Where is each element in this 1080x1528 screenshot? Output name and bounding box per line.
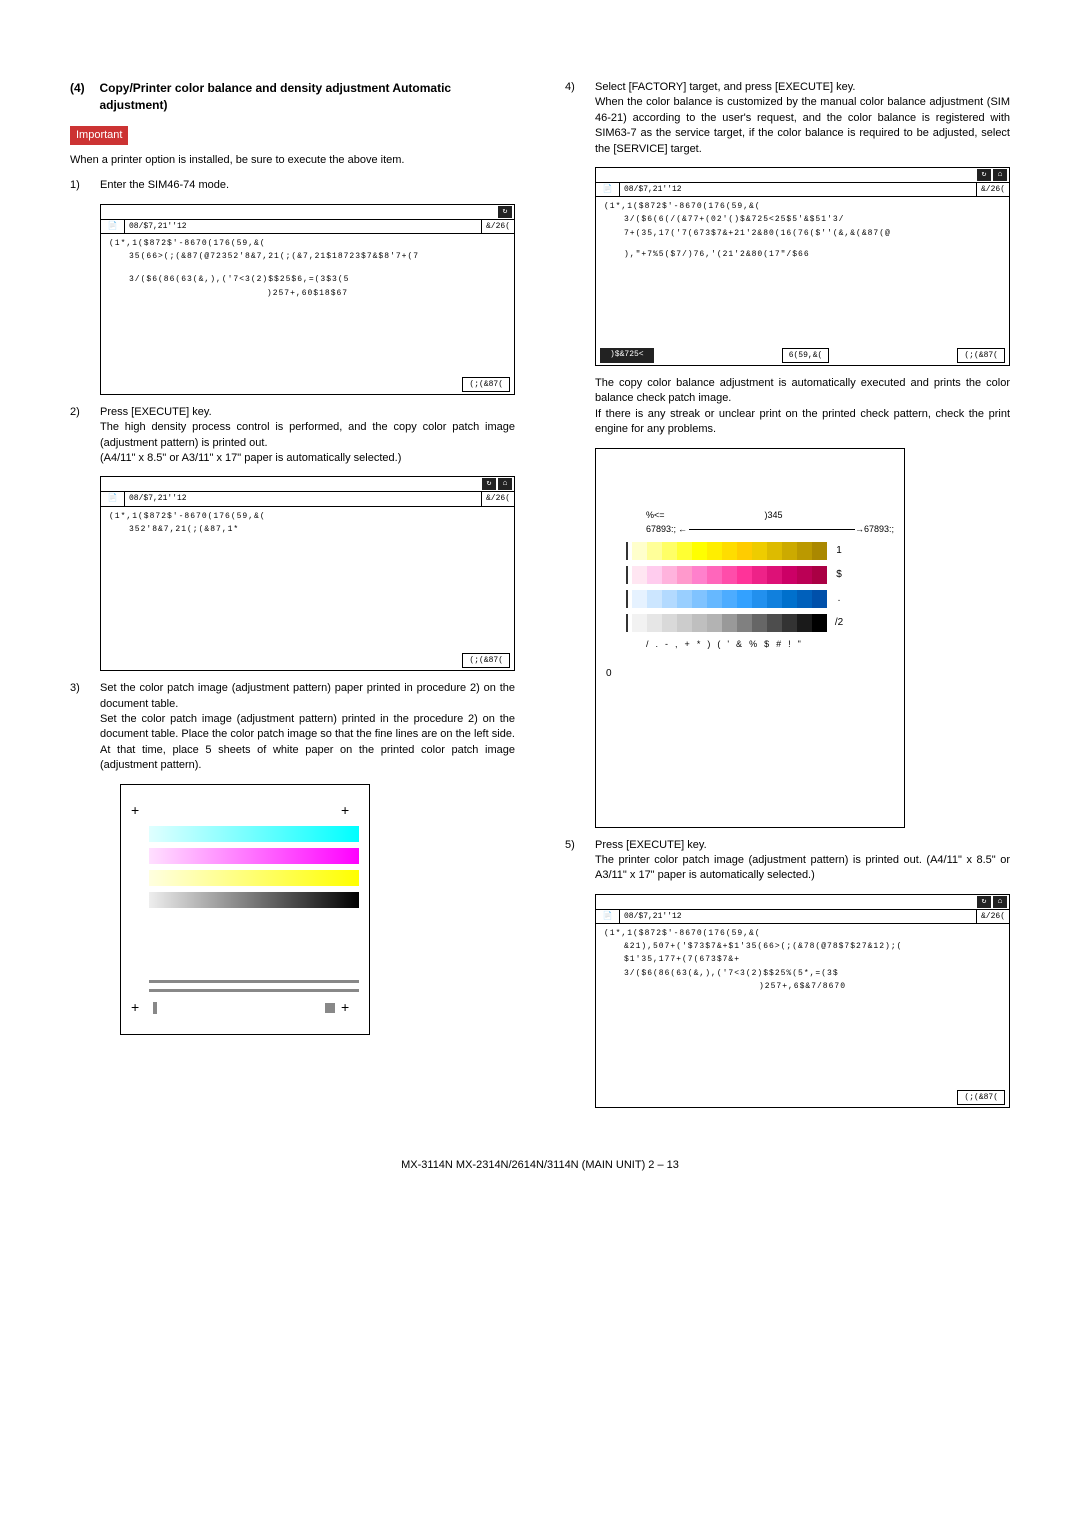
step-3: 3) Set the color patch image (adjustment… — [70, 681, 515, 773]
screen-line: 35(66>(;(&87(@72352'8&7,21(;(&7,21$18723… — [129, 251, 506, 262]
chart-row: $ — [626, 566, 894, 584]
screen-line: 3/($6(86(63(&,),('7<3(2)$$25%(5*,=(3$ — [624, 968, 1001, 979]
heading-num: (4) — [70, 80, 99, 114]
home-icon: ⌂ — [993, 896, 1007, 908]
step-num: 1) — [70, 178, 100, 193]
screen-line: &21),507+('$73$7&+$1'35(66>(;(&78(@78$7$… — [624, 941, 1001, 952]
sim-screen-3: ↻ ⌂ 📄 08/$7,21''12 &/26( (1*,1($872$'-86… — [595, 167, 1010, 366]
chart-zero: 0 — [606, 667, 612, 681]
step-num: 2) — [70, 405, 100, 467]
step-line: The copy color balance adjustment is aut… — [595, 376, 1010, 407]
service-btn: 6(59,&( — [782, 348, 830, 363]
screen-line: 7+(35,17('7(673$7&+21'2&80(16(76($''(&,&… — [624, 228, 1001, 239]
screen-title: 08/$7,21''12 — [125, 220, 481, 233]
intro-text: When a printer option is installed, be s… — [70, 153, 515, 168]
step-line: When the color balance is customized by … — [595, 95, 1010, 157]
execute-btn: (;(&87( — [957, 1090, 1005, 1105]
step-5: 5) Press [EXECUTE] key. The printer colo… — [565, 838, 1010, 884]
chart-row: /2 — [626, 614, 894, 632]
screen-line: )257+,60$18$67 — [109, 288, 506, 299]
chart-label: 67893:; — [646, 523, 676, 536]
chart-label: )345 — [765, 509, 783, 522]
execute-btn: (;(&87( — [462, 653, 510, 668]
step-4: 4) Select [FACTORY] target, and press [E… — [565, 80, 1010, 157]
screen-title: 08/$7,21''12 — [125, 492, 481, 505]
step-line: Set the color patch image (adjustment pa… — [100, 712, 515, 774]
step-line: Select [FACTORY] target, and press [EXEC… — [595, 80, 1010, 95]
cross-mark: + — [341, 801, 359, 821]
chart-label: 67893:; — [864, 523, 894, 536]
doc-icon: 📄 — [101, 492, 125, 505]
execute-btn: (;(&87( — [462, 377, 510, 392]
home-icon: ⌂ — [993, 169, 1007, 181]
cyan-grad — [149, 826, 359, 842]
thin-line — [149, 980, 359, 983]
refresh-icon: ↻ — [482, 478, 496, 490]
heading-title: Copy/Printer color balance and density a… — [99, 80, 515, 114]
doc-icon: 📄 — [101, 220, 125, 233]
refresh-icon: ↻ — [977, 169, 991, 181]
close-label: &/26( — [481, 492, 514, 505]
step-line: Press [EXECUTE] key. — [595, 838, 1010, 853]
step-line: The high density process control is perf… — [100, 420, 515, 451]
screen-line: 3/($6(6(/(&77+(02'()$&725<25$5'&$51'3/ — [624, 214, 1001, 225]
close-label: &/26( — [976, 183, 1009, 196]
screen-line: (1*,1($872$'-8670(176(59,&( — [109, 511, 506, 522]
cross-mark: + — [341, 998, 359, 1018]
refresh-icon: ↻ — [498, 206, 512, 218]
important-tag: Important — [70, 126, 128, 145]
screen-line: )257+,6$&7/8670 — [604, 981, 1001, 992]
step-line: (A4/11" x 8.5" or A3/11" x 17" paper is … — [100, 451, 515, 466]
sim-screen-1: ↻ 📄 08/$7,21''12 &/26( (1*,1($872$'-8670… — [100, 204, 515, 395]
screen-line: (1*,1($872$'-8670(176(59,&( — [604, 928, 1001, 939]
square-mark — [325, 1003, 335, 1013]
black-grad — [149, 892, 359, 908]
magenta-grad — [149, 848, 359, 864]
step-line: If there is any streak or unclear print … — [595, 407, 1010, 438]
yellow-grad — [149, 870, 359, 886]
screen-line: 352'8&7,21(;(&87,1* — [129, 524, 506, 535]
chart-row: . — [626, 590, 894, 608]
tick — [153, 1002, 157, 1014]
thin-line — [149, 989, 359, 992]
page-footer: MX-3114N MX-2314N/2614N/3114N (MAIN UNIT… — [70, 1158, 1010, 1173]
screen-title: 08/$7,21''12 — [620, 183, 976, 196]
screen-line: (1*,1($872$'-8670(176(59,&( — [109, 238, 506, 249]
refresh-icon: ↻ — [977, 896, 991, 908]
sim-screen-2: ↻ ⌂ 📄 08/$7,21''12 &/26( (1*,1($872$'-86… — [100, 476, 515, 671]
doc-icon: 📄 — [596, 183, 620, 196]
step-line: Set the color patch image (adjustment pa… — [100, 681, 515, 712]
step-2: 2) Press [EXECUTE] key. The high density… — [70, 405, 515, 467]
cross-mark: + — [131, 801, 149, 821]
sim-screen-4: ↻ ⌂ 📄 08/$7,21''12 &/26( (1*,1($872$'-86… — [595, 894, 1010, 1108]
step-line: The printer color patch image (adjustmen… — [595, 853, 1010, 884]
close-label: &/26( — [481, 220, 514, 233]
execute-btn: (;(&87( — [957, 348, 1005, 363]
chart-row: 1 — [626, 542, 894, 560]
step-num: 4) — [565, 80, 595, 157]
step-num: 3) — [70, 681, 100, 773]
factory-btn: )$&725< — [600, 348, 654, 363]
step-text: Enter the SIM46-74 mode. — [100, 178, 515, 193]
doc-icon: 📄 — [596, 910, 620, 923]
close-label: &/26( — [976, 910, 1009, 923]
cross-mark: + — [131, 998, 149, 1018]
screen-line: ),"+7%5($7/)76,'(21'2&80(17"/$66 — [624, 249, 1001, 260]
chart-label: %<= — [646, 509, 665, 522]
step-line: Press [EXECUTE] key. — [100, 405, 515, 420]
step-num: 5) — [565, 838, 595, 884]
screen-title: 08/$7,21''12 — [620, 910, 976, 923]
section-heading: (4) Copy/Printer color balance and densi… — [70, 80, 515, 114]
screen-line: 3/($6(86(63(&,),('7<3(2)$$25$6,=(3$3(5 — [129, 274, 506, 285]
step-1: 1) Enter the SIM46-74 mode. — [70, 178, 515, 193]
patch-diagram-1: + + + + — [120, 784, 370, 1035]
screen-line: (1*,1($872$'-8670(176(59,&( — [604, 201, 1001, 212]
screen-line: $1'35,177+(7(673$7&+ — [624, 954, 1001, 965]
home-icon: ⌂ — [498, 478, 512, 490]
patch-diagram-2: %<= )345 67893:; ← → 67893:; 1$./2 0 /.-… — [595, 448, 905, 828]
